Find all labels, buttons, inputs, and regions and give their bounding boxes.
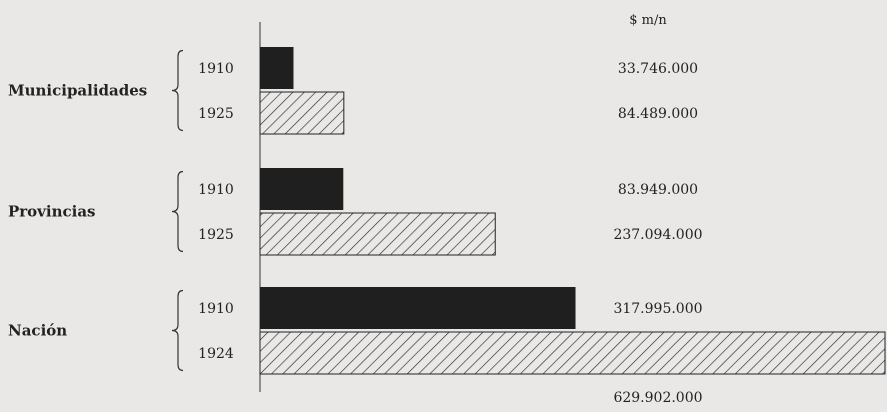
brace: [171, 289, 184, 372]
bar-solid: [260, 168, 344, 210]
value-label: 33.746.000: [618, 61, 698, 77]
year-label: 1925: [198, 227, 234, 243]
category-label: Municipalidades: [8, 82, 147, 100]
value-label: 84.489.000: [618, 106, 698, 122]
value-label: 237.094.000: [613, 227, 702, 243]
value-label: 629.902.000: [613, 390, 702, 406]
category-label: Provincias: [8, 203, 96, 221]
year-label: 1925: [198, 106, 234, 122]
year-label: 1910: [198, 61, 234, 77]
unit-label: $ m/n: [629, 13, 667, 28]
brace: [171, 170, 184, 253]
bar-hatched: [259, 91, 345, 135]
value-label: 83.949.000: [618, 182, 698, 198]
bar-solid: [260, 47, 294, 89]
year-label: 1910: [198, 301, 234, 317]
bar-hatched: [259, 331, 886, 375]
year-label: 1924: [198, 346, 234, 362]
category-label: Nación: [8, 322, 67, 340]
brace: [171, 49, 184, 132]
bar-hatched: [259, 212, 496, 256]
year-label: 1910: [198, 182, 234, 198]
value-label: 317.995.000: [613, 301, 702, 317]
bar-solid: [260, 287, 576, 329]
